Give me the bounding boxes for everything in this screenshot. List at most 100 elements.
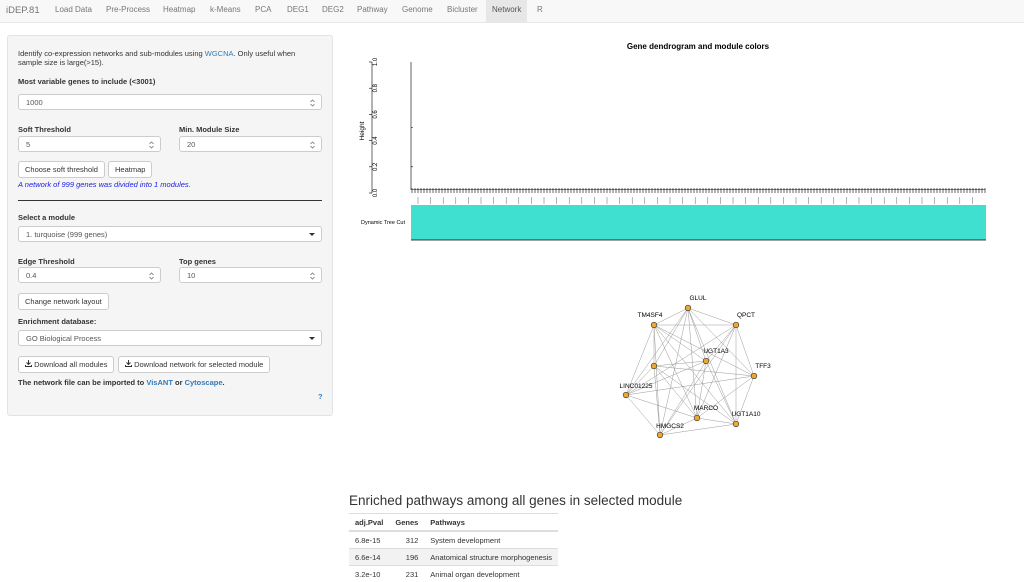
network-node[interactable]: [651, 322, 657, 328]
brand[interactable]: iDEP.81: [6, 5, 40, 16]
download-icon: [25, 360, 32, 367]
spinner: [149, 141, 154, 149]
network-node[interactable]: [733, 322, 739, 328]
button[interactable]: Change network layout: [18, 293, 109, 310]
select[interactable]: GO Biological Process: [18, 330, 322, 346]
note-text: or: [173, 378, 185, 387]
network-edge: [626, 395, 660, 435]
network-edge: [697, 418, 736, 424]
button[interactable]: Download all modules: [18, 356, 114, 373]
node-label: UGT1A3: [703, 348, 729, 355]
network-edge: [654, 361, 706, 366]
link[interactable]: VisANT: [146, 378, 173, 387]
network-node[interactable]: [694, 415, 700, 421]
table-cell: System development: [424, 531, 558, 549]
button-text: Change network layout: [25, 297, 102, 306]
button-text: Choose soft threshold: [25, 165, 98, 174]
y-tick-label: 0.2: [373, 162, 379, 171]
select[interactable]: 1. turquoise (999 genes): [18, 226, 322, 242]
node-label: GLUL: [690, 295, 707, 302]
leaf-ticks: [418, 197, 972, 204]
network-node[interactable]: [651, 363, 657, 369]
number-input[interactable]: 0.4: [18, 267, 161, 283]
dendrogram-branches: [411, 62, 985, 193]
chart-title: Gene dendrogram and module colors: [627, 42, 770, 51]
button-text: Download network for selected module: [134, 360, 263, 369]
node-label: LINC01225: [620, 383, 653, 390]
nav-tab[interactable]: Load Data: [49, 0, 98, 22]
label: Most variable genes to include (<3001): [18, 77, 155, 86]
link[interactable]: Cytoscape: [185, 378, 223, 387]
network-node[interactable]: [703, 358, 709, 364]
column-header: Pathways: [424, 514, 558, 532]
nav-tab[interactable]: Heatmap: [157, 0, 201, 22]
nav-tab[interactable]: Pre-Process: [100, 0, 156, 22]
input-value: 5: [26, 140, 30, 149]
nav-tab[interactable]: Bicluster: [441, 0, 484, 22]
network-node[interactable]: [623, 392, 629, 398]
number-input[interactable]: 5: [18, 136, 161, 152]
spinner-arrows: [150, 142, 154, 148]
y-tick-label: 0.8: [373, 83, 379, 92]
spinner-arrows: [311, 100, 315, 106]
number-input[interactable]: 20: [179, 136, 322, 152]
button[interactable]: Download network for selected module: [118, 356, 270, 373]
y-tick-label: 1.0: [373, 57, 379, 66]
node-label: UGT1A10: [732, 411, 761, 418]
nav-tab[interactable]: DEG1: [281, 0, 315, 22]
network-node[interactable]: [685, 305, 691, 311]
sidebar-panel: Identify co-expression networks and sub-…: [7, 35, 333, 416]
y-tick-label: 0.6: [373, 110, 379, 119]
button-text: Heatmap: [115, 165, 145, 174]
input-value: 0.4: [26, 271, 36, 280]
nav-tab[interactable]: Network: [486, 0, 527, 22]
select-value: 1. turquoise (999 genes): [26, 230, 107, 239]
y-axis-label: Height: [359, 121, 366, 140]
nav-tab[interactable]: PCA: [249, 0, 277, 22]
spinner: [310, 272, 315, 280]
button[interactable]: Choose soft threshold: [18, 161, 105, 178]
y-tick-label: 0.0: [373, 188, 379, 197]
label: Edge Threshold: [18, 257, 75, 266]
network-edge: [706, 325, 736, 361]
spinner-arrows: [311, 142, 315, 148]
node-label: QPCT: [737, 312, 755, 319]
status: A network of 999 genes was divided into …: [18, 180, 191, 189]
nav-tab[interactable]: Genome: [396, 0, 439, 22]
button[interactable]: Heatmap: [108, 161, 152, 178]
input-value: 1000: [26, 98, 43, 107]
table-cell: 312: [389, 531, 424, 549]
label: Min. Module Size: [179, 125, 239, 134]
node-label: TM4SF4: [638, 312, 663, 319]
network-edge: [654, 325, 660, 435]
number-input[interactable]: 10: [179, 267, 322, 283]
input-value: 20: [187, 140, 195, 149]
nav-tab[interactable]: R: [531, 0, 549, 22]
node-label: TFF3: [755, 363, 771, 370]
node-label: MARCO: [694, 405, 718, 412]
network-node[interactable]: [657, 432, 663, 438]
section-title: Enriched pathways among all genes in sel…: [349, 493, 682, 508]
nav-tab[interactable]: DEG2: [316, 0, 350, 22]
plots: Gene dendrogram and module colors Height…: [340, 30, 1020, 450]
nav-tab[interactable]: Pathway: [351, 0, 394, 22]
label: Enrichment database:: [18, 317, 96, 326]
network-node[interactable]: [733, 421, 739, 427]
select-value: GO Biological Process: [26, 334, 101, 343]
spinner: [149, 272, 154, 280]
spinner-arrows: [150, 273, 154, 279]
nav-tab[interactable]: k-Means: [204, 0, 247, 22]
network-edge: [688, 308, 736, 325]
number-input[interactable]: 1000: [18, 94, 322, 110]
network-node[interactable]: [751, 373, 757, 379]
caret: [309, 231, 315, 239]
input-value: 10: [187, 271, 195, 280]
intro: Identify co-expression networks and sub-…: [18, 50, 318, 67]
help-link[interactable]: ?: [318, 392, 323, 401]
link[interactable]: WGCNA: [205, 49, 234, 58]
note-text: .: [223, 378, 225, 387]
